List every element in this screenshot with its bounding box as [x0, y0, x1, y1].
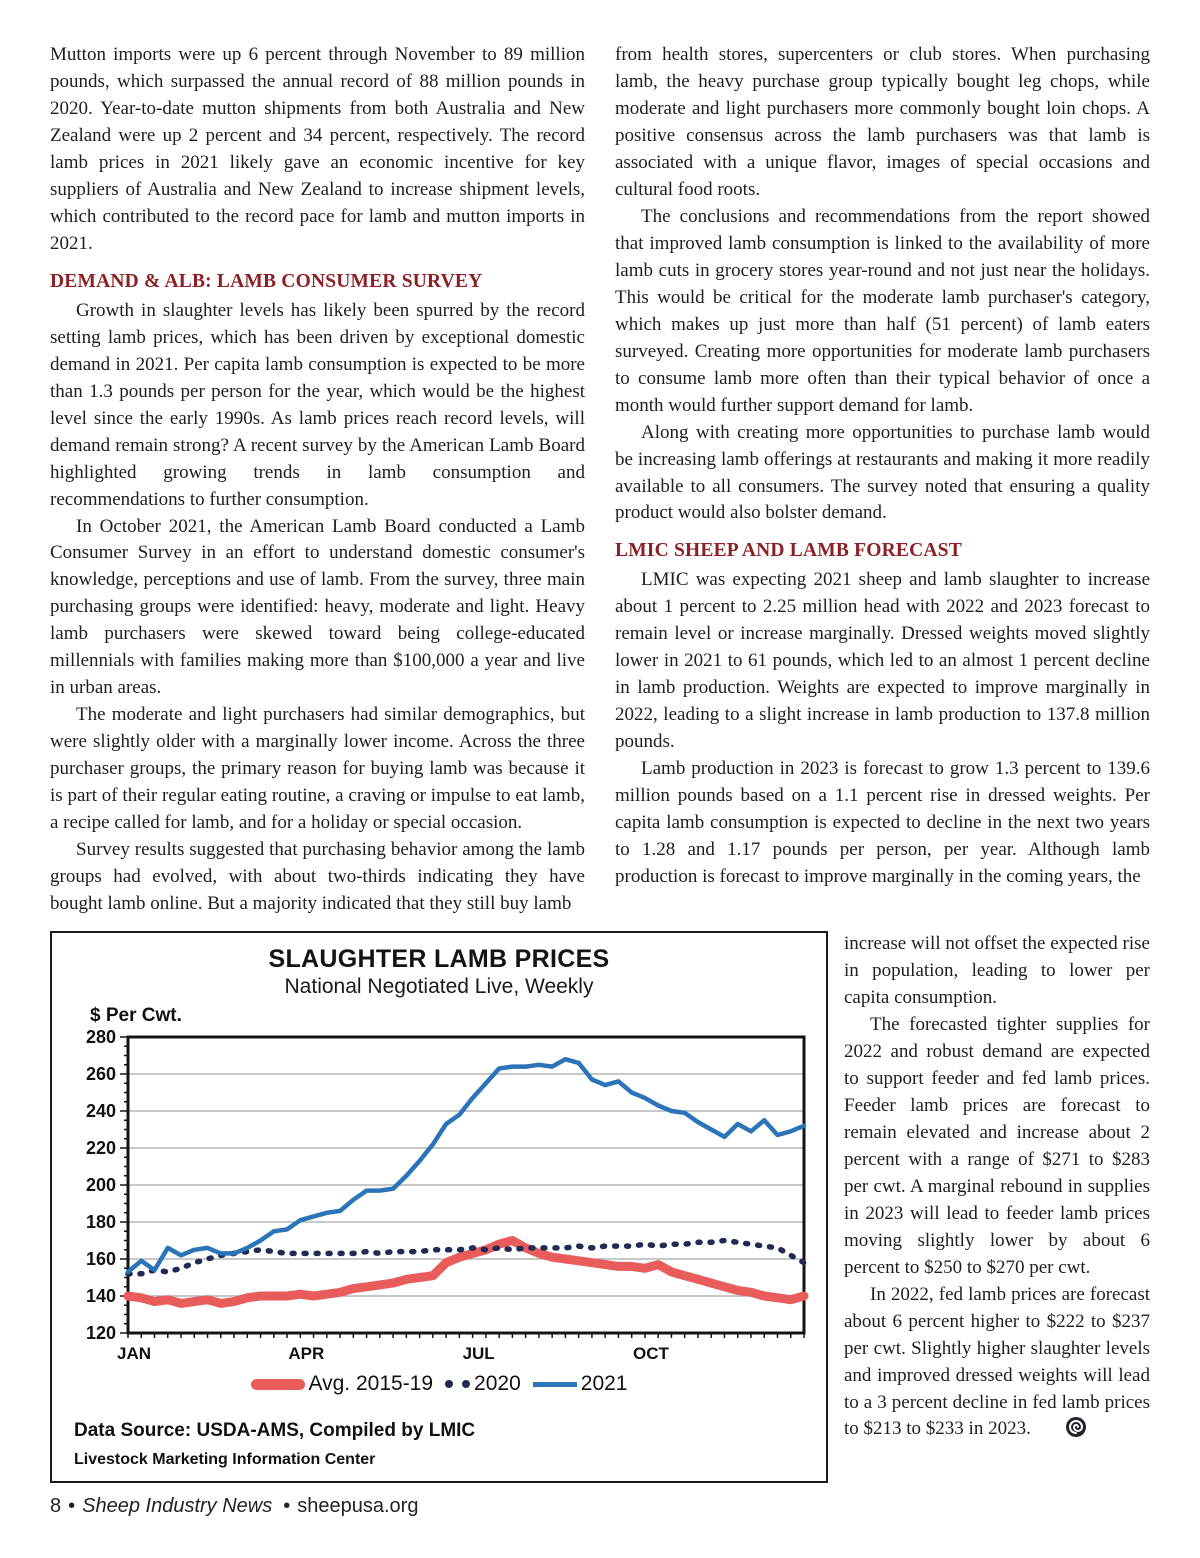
svg-text:140: 140	[86, 1286, 116, 1306]
chart-plot-area: 120 140 160 180 200 220 240 260 280 JAN APR JUL OCT	[66, 1027, 812, 1372]
legend-label: Avg. 2015-19	[308, 1372, 434, 1396]
lmic-credit-line: Livestock Marketing Information Center	[74, 1451, 376, 1469]
paragraph: In October 2021, the American Lamb Board…	[50, 515, 585, 699]
solid-line-swatch-icon	[532, 1381, 577, 1387]
website-url: sheepusa.org	[297, 1495, 419, 1518]
svg-text:220: 220	[86, 1138, 116, 1158]
ram-logo-endmark-icon	[1039, 1416, 1087, 1447]
paragraph: LMIC was expecting 2021 sheep and lamb s…	[615, 569, 1150, 753]
bullet-separator: •	[68, 1495, 76, 1518]
svg-text:OCT: OCT	[633, 1344, 670, 1363]
page-number: 8	[50, 1495, 62, 1518]
paragraph: Growth in slaughter levels has likely be…	[50, 299, 585, 510]
svg-text:180: 180	[86, 1212, 116, 1232]
chart-subtitle: National Negotiated Live, Weekly	[284, 975, 594, 999]
svg-text:JAN: JAN	[117, 1344, 151, 1363]
legend-item-2021: 2021	[532, 1372, 628, 1396]
svg-text:240: 240	[86, 1101, 116, 1121]
paragraph: Along with creating more opportunities t…	[615, 421, 1150, 524]
paragraph: The conclusions and recommendations from…	[615, 205, 1150, 416]
paragraph: from health stores, supercenters or club…	[615, 44, 1150, 200]
two-column-text: Mutton imports were up 6 percent through…	[50, 42, 1150, 918]
svg-text:160: 160	[86, 1249, 116, 1269]
paragraph: increase will not offset the expected ri…	[844, 933, 1150, 1008]
slaughter-lamb-prices-chart: SLAUGHTER LAMB PRICES National Negotiate…	[50, 931, 828, 1484]
footer: 8 • Sheep Industry News • sheepusa.org	[50, 1495, 1150, 1518]
paragraph-text: In 2022, fed lamb prices are forecast ab…	[844, 1283, 1150, 1440]
legend-item-2020: 2020	[445, 1372, 521, 1396]
bullet-separator: •	[283, 1495, 291, 1518]
svg-text:JUL: JUL	[463, 1344, 495, 1363]
legend-item-avg-2015-19: Avg. 2015-19	[250, 1372, 434, 1396]
paragraph: Lamb production in 2023 is forecast to g…	[615, 758, 1150, 888]
side-column: increase will not offset the expected ri…	[844, 931, 1150, 1483]
section-heading-demand-alb: DEMAND & ALB: LAMB CONSUMER SURVEY	[50, 270, 483, 292]
svg-text:280: 280	[86, 1029, 116, 1047]
legend-label: 2020	[474, 1372, 521, 1396]
avg-line-swatch-icon	[250, 1378, 305, 1390]
price-line-chart: 120 140 160 180 200 220 240 260 280 JAN APR JUL OCT	[86, 1027, 809, 1363]
svg-text:200: 200	[86, 1175, 116, 1195]
paragraph: In 2022, fed lamb prices are forecast ab…	[844, 1282, 1150, 1448]
chart-title: SLAUGHTER LAMB PRICES	[268, 945, 610, 974]
data-source-line: Data Source: USDA-AMS, Compiled by LMIC	[74, 1420, 476, 1442]
svg-text:APR: APR	[288, 1344, 324, 1363]
right-column: from health stores, supercenters or club…	[615, 42, 1150, 918]
svg-text:120: 120	[86, 1323, 116, 1343]
paragraph: Mutton imports were up 6 percent through…	[50, 44, 585, 254]
paragraph: Survey results suggested that purchasing…	[50, 839, 585, 915]
svg-text:260: 260	[86, 1064, 116, 1084]
legend-label: 2021	[580, 1372, 628, 1396]
paragraph: The forecasted tighter supplies for 2022…	[844, 1013, 1150, 1278]
section-heading-lmic-forecast: LMIC SHEEP AND LAMB FORECAST	[615, 540, 962, 562]
paragraph: The moderate and light purchasers had si…	[50, 704, 585, 834]
dashed-line-swatch-icon	[445, 1380, 471, 1389]
y-axis-label: $ Per Cwt.	[90, 1005, 182, 1027]
left-column: Mutton imports were up 6 percent through…	[50, 42, 585, 918]
magazine-title: Sheep Industry News	[82, 1495, 273, 1518]
bottom-row: SLAUGHTER LAMB PRICES National Negotiate…	[50, 931, 1150, 1484]
chart-legend: Avg. 2015-19 2020 2021	[66, 1372, 812, 1396]
